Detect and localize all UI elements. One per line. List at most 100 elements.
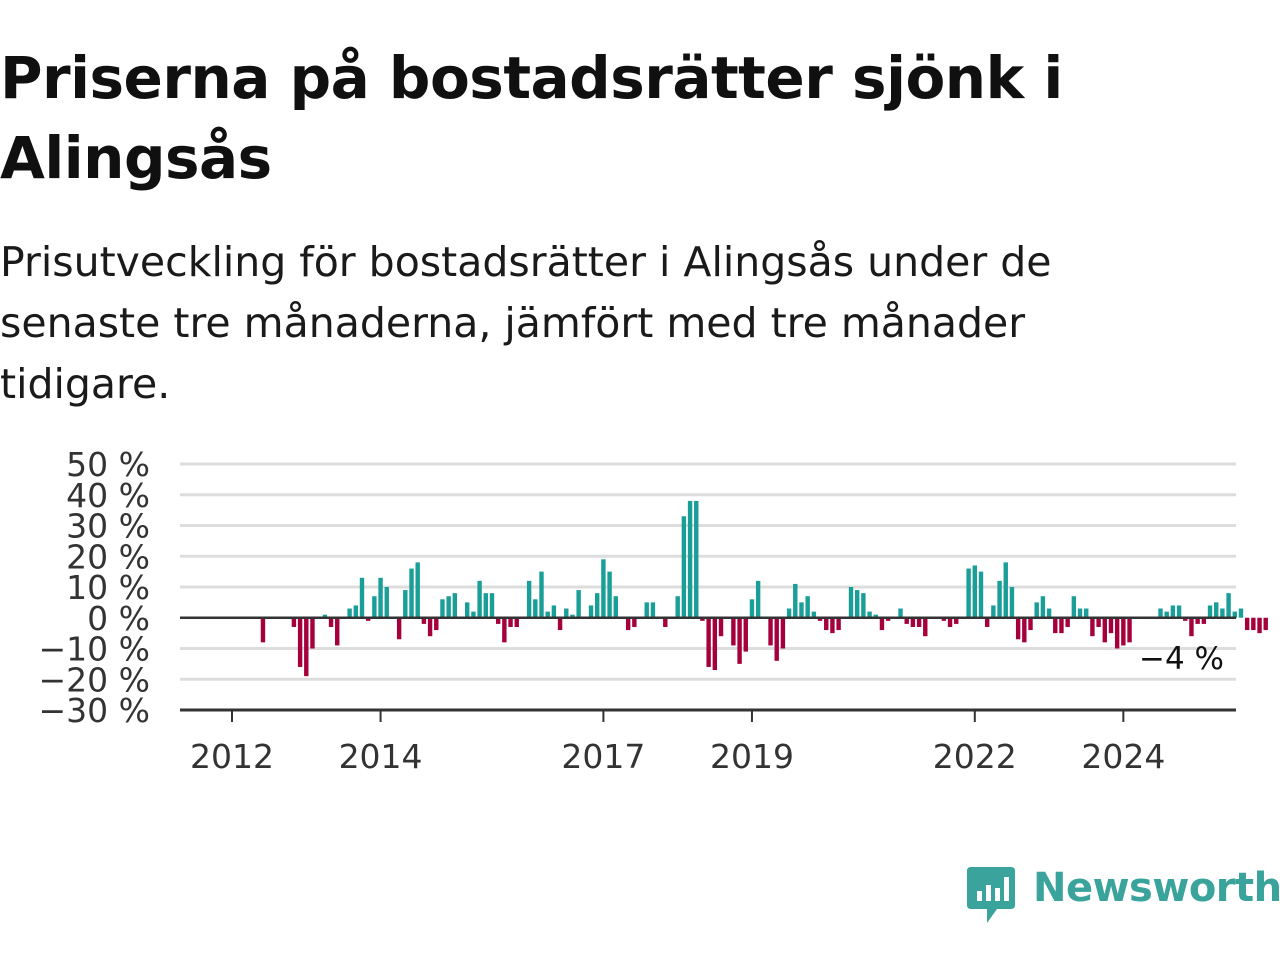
bar [991, 605, 996, 618]
bar [495, 617, 501, 624]
bar [514, 617, 519, 627]
bar [403, 590, 408, 618]
bar [415, 562, 420, 618]
bar [545, 611, 550, 618]
bar [409, 568, 414, 618]
bar [675, 596, 680, 618]
y-tick-label: 0 % [87, 599, 150, 638]
bar [1077, 608, 1083, 618]
bars [180, 500, 1268, 712]
bar [1257, 617, 1262, 634]
bar [310, 617, 315, 649]
bar [477, 580, 482, 618]
y-tick-label: −10 % [39, 630, 151, 669]
bar [1238, 608, 1244, 618]
bar [1121, 617, 1126, 646]
bar [421, 617, 427, 624]
bar [786, 608, 792, 618]
x-tick-label: 2014 [339, 737, 423, 776]
bar [588, 605, 594, 618]
bar [335, 617, 340, 646]
bar [557, 617, 563, 631]
x-tick-label: 2024 [1081, 737, 1165, 776]
bar [489, 593, 495, 618]
bar [1170, 605, 1176, 618]
bar [712, 617, 718, 671]
bar [595, 593, 600, 618]
bar [1207, 605, 1213, 618]
bar [904, 617, 909, 624]
bar [1164, 611, 1169, 618]
bar [997, 580, 1002, 618]
bar [446, 596, 451, 618]
bar [1226, 593, 1231, 618]
bar [774, 617, 779, 661]
bar [749, 599, 755, 618]
bar [978, 571, 984, 618]
bar [1183, 617, 1188, 621]
x-tick-label: 2019 [710, 737, 794, 776]
bar [966, 568, 971, 618]
bar [1251, 617, 1256, 631]
bar [954, 617, 959, 624]
bar [1009, 587, 1015, 618]
bar [1065, 617, 1070, 627]
bar [465, 602, 470, 618]
bar [793, 583, 798, 618]
x-axis-tick-labels: 2012 2014 2017 2019 2022 2024 [190, 710, 1165, 776]
bar [1108, 617, 1114, 634]
bar [731, 617, 736, 646]
bar [1022, 617, 1027, 643]
y-tick-label: −30 % [39, 691, 151, 730]
x-tick-label: 2017 [561, 737, 645, 776]
bar [700, 617, 705, 621]
bar [694, 500, 699, 618]
bar [824, 617, 829, 631]
bar [304, 617, 309, 677]
bar [384, 587, 389, 618]
bar [1059, 617, 1064, 634]
bar [1263, 617, 1268, 631]
bar [1232, 611, 1237, 618]
bar [755, 580, 761, 618]
bar [706, 617, 711, 667]
bar [396, 617, 402, 640]
bar [1053, 617, 1058, 634]
bar [533, 599, 538, 618]
bar [867, 611, 872, 618]
chart-subtitle: Prisutveckling för bostadsrätter i Aling… [0, 238, 1052, 408]
bar [632, 617, 637, 627]
bar [539, 571, 544, 618]
bar [353, 605, 358, 618]
bar [502, 617, 507, 643]
bar [1040, 596, 1046, 618]
y-tick-label: 10 % [66, 568, 150, 607]
x-tick-label: 2012 [190, 737, 274, 776]
bar [768, 617, 773, 646]
bar [873, 614, 878, 618]
bar [805, 596, 810, 618]
bar-chart: 50 %40 %30 %20 %10 %0 %−10 %−20 %−30 % 2… [39, 445, 1268, 776]
bar [1003, 562, 1008, 618]
bar [434, 617, 439, 631]
bar [440, 599, 445, 618]
bar [1214, 602, 1219, 618]
last-value-annotation: −4 % [1139, 641, 1224, 677]
bar [1220, 608, 1225, 618]
bar [526, 580, 532, 618]
bar [378, 577, 383, 618]
bar [601, 559, 606, 618]
bar [737, 617, 742, 664]
bar [916, 617, 922, 627]
bar [328, 617, 334, 627]
chart-title: Priserna på bostadsrätter sjönk i Alings… [0, 44, 1063, 192]
bar [861, 593, 866, 618]
bar [297, 617, 303, 667]
bar [830, 617, 835, 634]
bar [564, 608, 569, 618]
bar [885, 617, 891, 621]
bar [372, 596, 377, 618]
bar [879, 617, 885, 631]
bar [836, 617, 841, 631]
x-tick-label: 2022 [933, 737, 1017, 776]
